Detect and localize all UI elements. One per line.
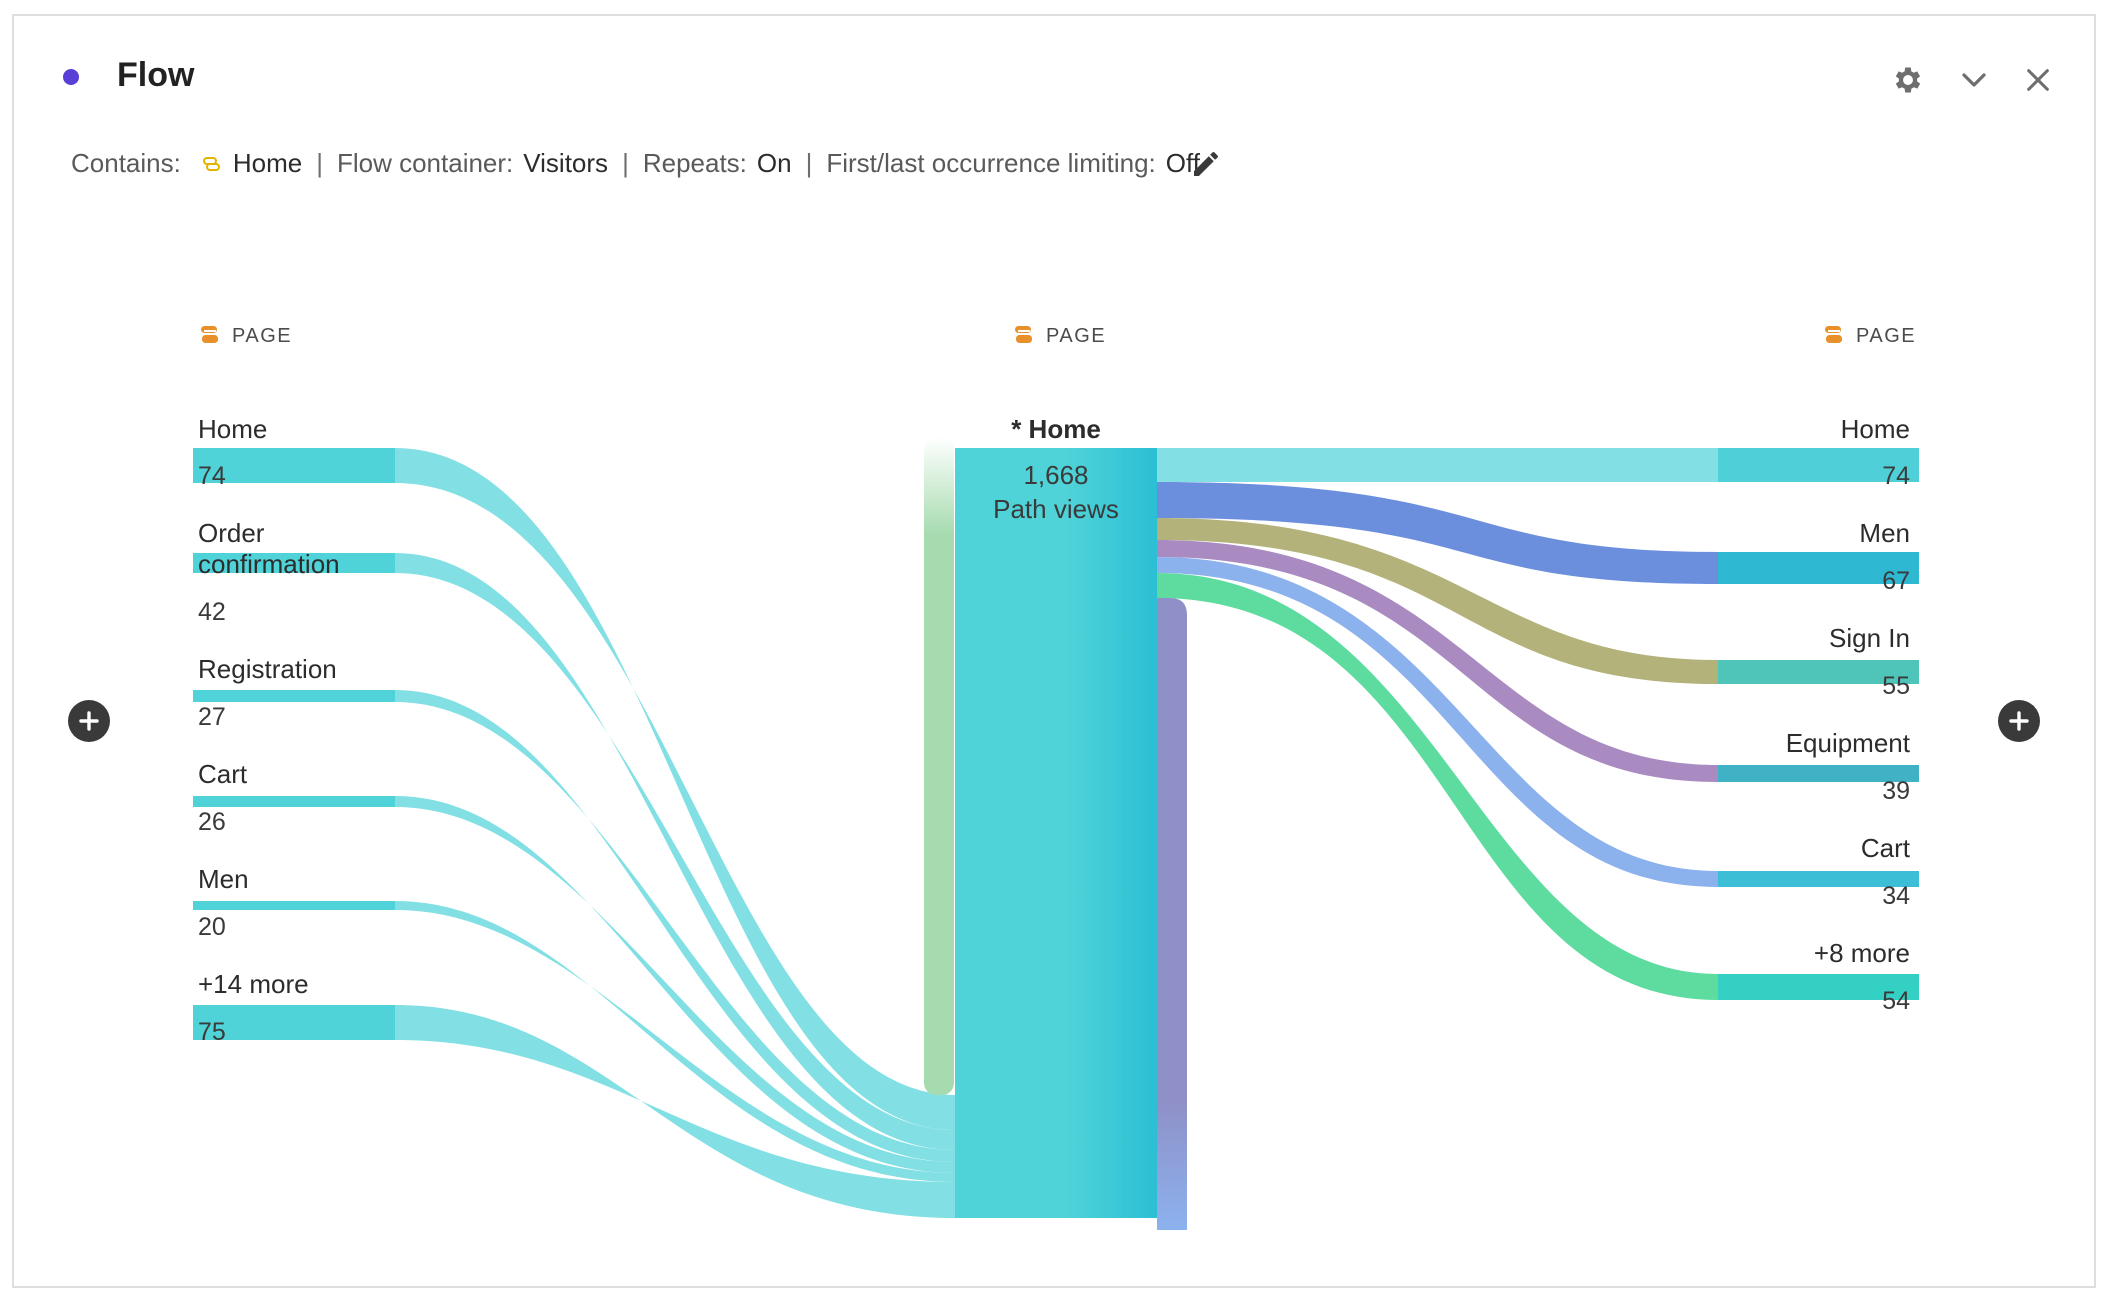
right-node-bar-sign-in[interactable]	[1718, 660, 1919, 684]
center-node-label[interactable]: * Home	[1011, 414, 1101, 444]
repeats-value: On	[756, 148, 792, 178]
close-icon[interactable]	[2018, 60, 2058, 100]
left-node-label[interactable]: Home	[198, 414, 268, 444]
flow-link-more-to-center[interactable]	[395, 1005, 955, 1218]
repeats-label: Repeats:	[642, 148, 747, 178]
left-node-label[interactable]: +14 more	[198, 969, 309, 999]
pencil-icon[interactable]	[1186, 144, 1226, 184]
flow-settings-summary: Contains: Home | Flow container: Visitor…	[71, 148, 1200, 179]
left-column-header[interactable]: PAGE	[198, 324, 292, 348]
left-node-label[interactable]: Registration	[198, 654, 337, 684]
dimension-icon	[1015, 326, 1032, 343]
left-node-label[interactable]: Cart	[198, 759, 248, 789]
flow-container-label: Flow container:	[336, 148, 514, 178]
right-column-header[interactable]: PAGE	[1822, 324, 1916, 348]
right-node-count: 67	[1882, 567, 1910, 595]
flow-link-center-to-home[interactable]	[1157, 448, 1718, 482]
right-column-header-label: PAGE	[1856, 324, 1917, 347]
plus-icon	[2009, 711, 2029, 731]
right-node-count: 55	[1882, 672, 1910, 700]
left-node-bar-home[interactable]	[193, 448, 395, 483]
left-node-bar-registration[interactable]	[193, 690, 395, 702]
center-column-header-label: PAGE	[1046, 324, 1107, 347]
center-node-unit: Path views	[993, 494, 1119, 524]
left-node-count: 75	[198, 1018, 226, 1046]
left-node-label[interactable]: Order confirmation	[198, 518, 340, 579]
left-column-header-label: PAGE	[232, 324, 293, 347]
flow-link-order-confirmation-to-center[interactable]	[395, 553, 955, 1150]
flow-container-value: Visitors	[523, 148, 609, 178]
left-node-bar-order-confirmation[interactable]	[193, 553, 395, 573]
right-node-label[interactable]: +8 more	[1813, 938, 1910, 968]
right-node-count: 39	[1882, 777, 1910, 805]
separator: |	[805, 148, 813, 178]
center-entry-bar[interactable]	[924, 437, 954, 1095]
left-node-count: 42	[198, 598, 226, 626]
right-node-count: 74	[1882, 462, 1910, 490]
contains-label: Contains:	[71, 148, 181, 178]
right-node-count: 34	[1882, 882, 1910, 910]
contains-value[interactable]: Home	[232, 148, 303, 178]
occurrence-limiting-label: First/last occurrence limiting:	[826, 148, 1156, 178]
left-node-label[interactable]: Men	[198, 864, 249, 894]
right-node-label[interactable]: Sign In	[1829, 623, 1910, 653]
plus-icon	[79, 711, 99, 731]
left-node-bar-men[interactable]	[193, 901, 395, 910]
center-node-bar[interactable]	[955, 448, 1157, 1218]
dimension-icon	[201, 153, 223, 175]
separator: |	[316, 148, 323, 178]
right-node-count: 54	[1882, 987, 1910, 1015]
center-column-header[interactable]: PAGE	[1012, 324, 1106, 348]
right-node-label[interactable]: Cart	[1860, 833, 1910, 863]
add-column-right-button[interactable]	[1998, 700, 2040, 742]
right-node-bar-cart[interactable]	[1718, 871, 1919, 887]
center-node-count: 1,668	[1023, 460, 1089, 490]
right-node-label[interactable]: Equipment	[1785, 728, 1910, 758]
dimension-icon	[1825, 326, 1842, 343]
flow-link-center-to-sign-in[interactable]	[1157, 518, 1718, 684]
right-node-bar-more[interactable]	[1718, 974, 1919, 1000]
left-node-count: 20	[198, 913, 226, 941]
left-node-count: 74	[198, 462, 226, 490]
gear-icon[interactable]	[1888, 60, 1928, 100]
right-node-bar-men[interactable]	[1718, 552, 1919, 584]
center-exit-bar[interactable]	[1157, 598, 1187, 1230]
panel-status-dot	[63, 69, 79, 85]
left-node-count: 27	[198, 703, 226, 731]
dimension-icon	[201, 326, 218, 343]
panel-title: Flow	[117, 56, 195, 94]
right-node-bar-home[interactable]	[1718, 448, 1919, 482]
add-column-left-button[interactable]	[68, 700, 110, 742]
flow-link-center-to-men[interactable]	[1157, 482, 1718, 584]
chevron-down-icon[interactable]	[1954, 60, 1994, 100]
left-node-bar-more[interactable]	[193, 1005, 395, 1040]
separator: |	[622, 148, 629, 178]
left-node-bar-cart[interactable]	[193, 796, 395, 807]
right-node-label[interactable]: Home	[1840, 414, 1910, 444]
left-node-count: 26	[198, 808, 226, 836]
right-node-bar-equipment[interactable]	[1718, 765, 1919, 782]
right-node-label[interactable]: Men	[1859, 518, 1910, 548]
